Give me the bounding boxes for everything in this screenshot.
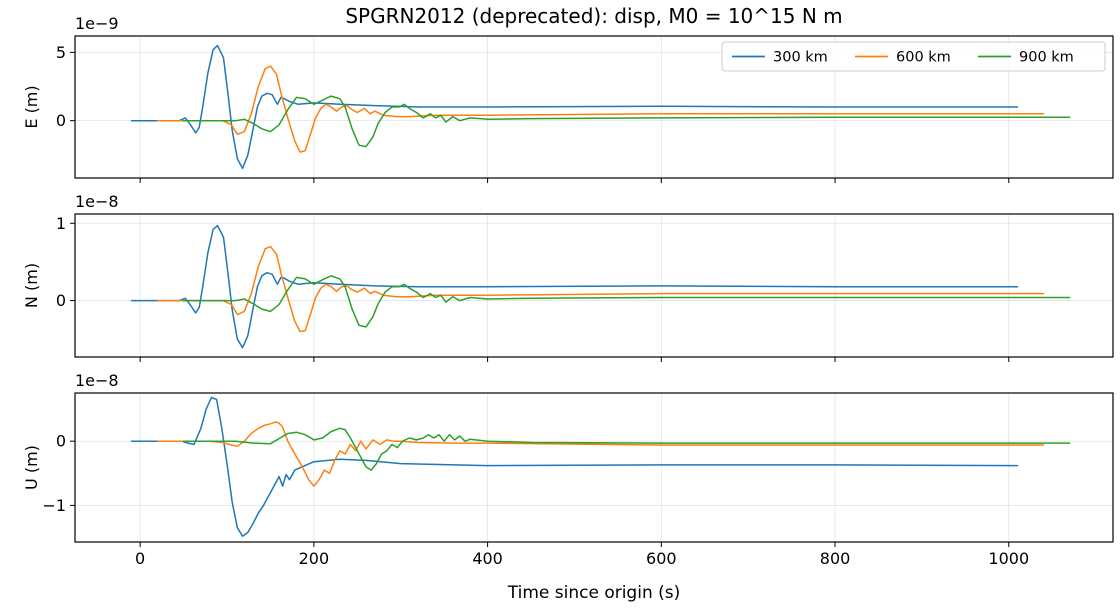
series-line-300-km (130, 224, 1019, 349)
chart-title: SPGRN2012 (deprecated): disp, M0 = 10^15… (345, 4, 842, 28)
legend: 300 km 600 km 900 km (721, 41, 1106, 72)
x-tick-label: 0 (135, 549, 145, 568)
legend-label: 600 km (896, 50, 951, 66)
y-offset-label: 1e−9 (75, 14, 119, 33)
y-offset-label: 1e−8 (75, 371, 119, 390)
y-tick-label: 5 (56, 43, 66, 62)
x-tick-label: 1000 (988, 549, 1029, 568)
legend-label: 900 km (1019, 50, 1074, 66)
series-line-300-km (130, 396, 1019, 537)
y-tick-label: 1 (56, 214, 66, 233)
y-offset-label: 1e−8 (75, 192, 119, 211)
panels: 0 5 1e−9 E (m) 0 1 1e−8 N (m) 0 200 400 600 800 1000 −… (22, 14, 1114, 568)
y-axis-label: U (m) (22, 445, 41, 490)
y-tick-label: 0 (56, 111, 66, 130)
series-line-900-km (182, 427, 1071, 471)
y-axis-label: E (m) (22, 85, 41, 128)
legend-label: 300 km (773, 50, 828, 66)
x-tick-label: 600 (646, 549, 677, 568)
series-line-600-km (156, 65, 1045, 153)
x-axis-label: Time since origin (s) (507, 583, 681, 603)
axes-frame (74, 213, 1114, 358)
legend-box (721, 41, 1106, 72)
panel-n: 0 1 1e−8 N (m) (22, 192, 1114, 362)
x-tick-label: 400 (472, 549, 503, 568)
series-line-600-km (156, 421, 1045, 487)
x-tick-label: 200 (299, 549, 330, 568)
series-line-900-km (182, 275, 1071, 328)
axes-frame (74, 392, 1114, 543)
x-tick-label: 800 (820, 549, 851, 568)
axes-frame (74, 35, 1114, 179)
series-line-300-km (130, 44, 1019, 170)
y-tick-label: 0 (56, 291, 66, 310)
panel-u: 0 200 400 600 800 1000 −1 0 1e−8 U (m) (22, 371, 1114, 568)
series-line-600-km (156, 245, 1045, 333)
panel-e: 0 5 1e−9 E (m) (22, 14, 1114, 183)
y-tick-label: 0 (56, 432, 66, 451)
y-axis-label: N (m) (22, 263, 41, 308)
series-line-900-km (182, 95, 1071, 148)
y-tick-label: −1 (42, 496, 66, 515)
